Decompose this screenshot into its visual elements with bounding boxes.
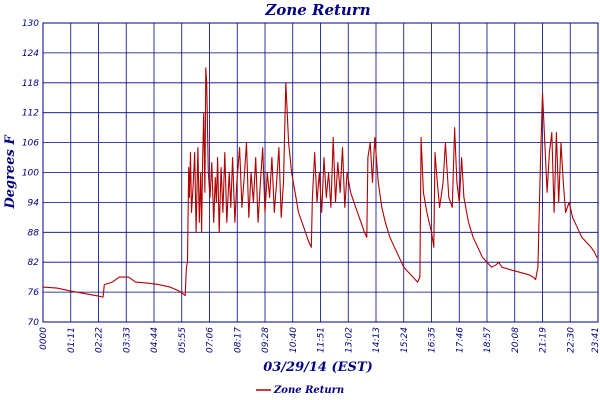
- y-tick-label: 82: [28, 258, 40, 268]
- x-tick-label: 23:41: [591, 327, 600, 353]
- legend-label: Zone Return: [273, 385, 344, 396]
- x-tick-label: 14:13: [372, 327, 382, 353]
- x-tick-label: 15:24: [400, 327, 410, 353]
- x-tick-label: 11:51: [317, 327, 327, 353]
- x-tick-label: 20:08: [511, 327, 521, 353]
- y-axis-ticks: 70 76 82 88 94 100 106 112 118 124 130: [22, 19, 39, 328]
- y-tick-label: 88: [28, 228, 40, 238]
- y-tick-label: 106: [22, 139, 39, 149]
- x-tick-label: 18:57: [483, 327, 493, 353]
- x-tick-label: 01:11: [67, 327, 77, 353]
- x-tick-label: 22:30: [566, 327, 576, 353]
- x-tick-label: 08:17: [233, 327, 243, 353]
- y-tick-label: 124: [22, 49, 39, 59]
- x-axis-ticks: 0000 01:11 02:22 03:33 04:44 05:55 07:06 08:17 0…: [39, 327, 600, 353]
- x-tick-label: 10:40: [289, 327, 299, 353]
- series-line-zone-return: [42, 67, 598, 298]
- x-tick-label: 04:44: [150, 327, 160, 353]
- x-tick-label: 21:19: [539, 327, 549, 353]
- x-tick-label: 0000: [39, 327, 49, 350]
- x-tick-label: 02:22: [95, 327, 105, 353]
- y-tick-label: 112: [22, 109, 39, 119]
- x-tick-label: 16:35: [428, 327, 438, 353]
- y-tick-label: 76: [28, 288, 40, 298]
- chart-title: Zone Return: [264, 1, 370, 19]
- y-axis-title: Degrees F: [3, 135, 18, 210]
- plot-frame: [42, 22, 599, 323]
- x-tick-label: 09:28: [261, 327, 271, 353]
- y-tick-label: 100: [22, 169, 39, 179]
- x-tick-label: 17:46: [455, 327, 465, 353]
- legend: Zone Return: [256, 385, 344, 396]
- y-tick-label: 94: [28, 198, 40, 208]
- y-tick-label: 130: [22, 19, 39, 29]
- x-tick-label: 05:55: [178, 327, 188, 353]
- x-axis-title: 03/29/14 (EST): [263, 360, 373, 375]
- y-tick-label: 118: [22, 79, 39, 89]
- x-tick-label: 13:02: [344, 327, 354, 353]
- y-tick-label: 70: [28, 318, 40, 328]
- x-tick-label: 07:06: [206, 327, 216, 353]
- x-tick-label: 03:33: [122, 327, 132, 353]
